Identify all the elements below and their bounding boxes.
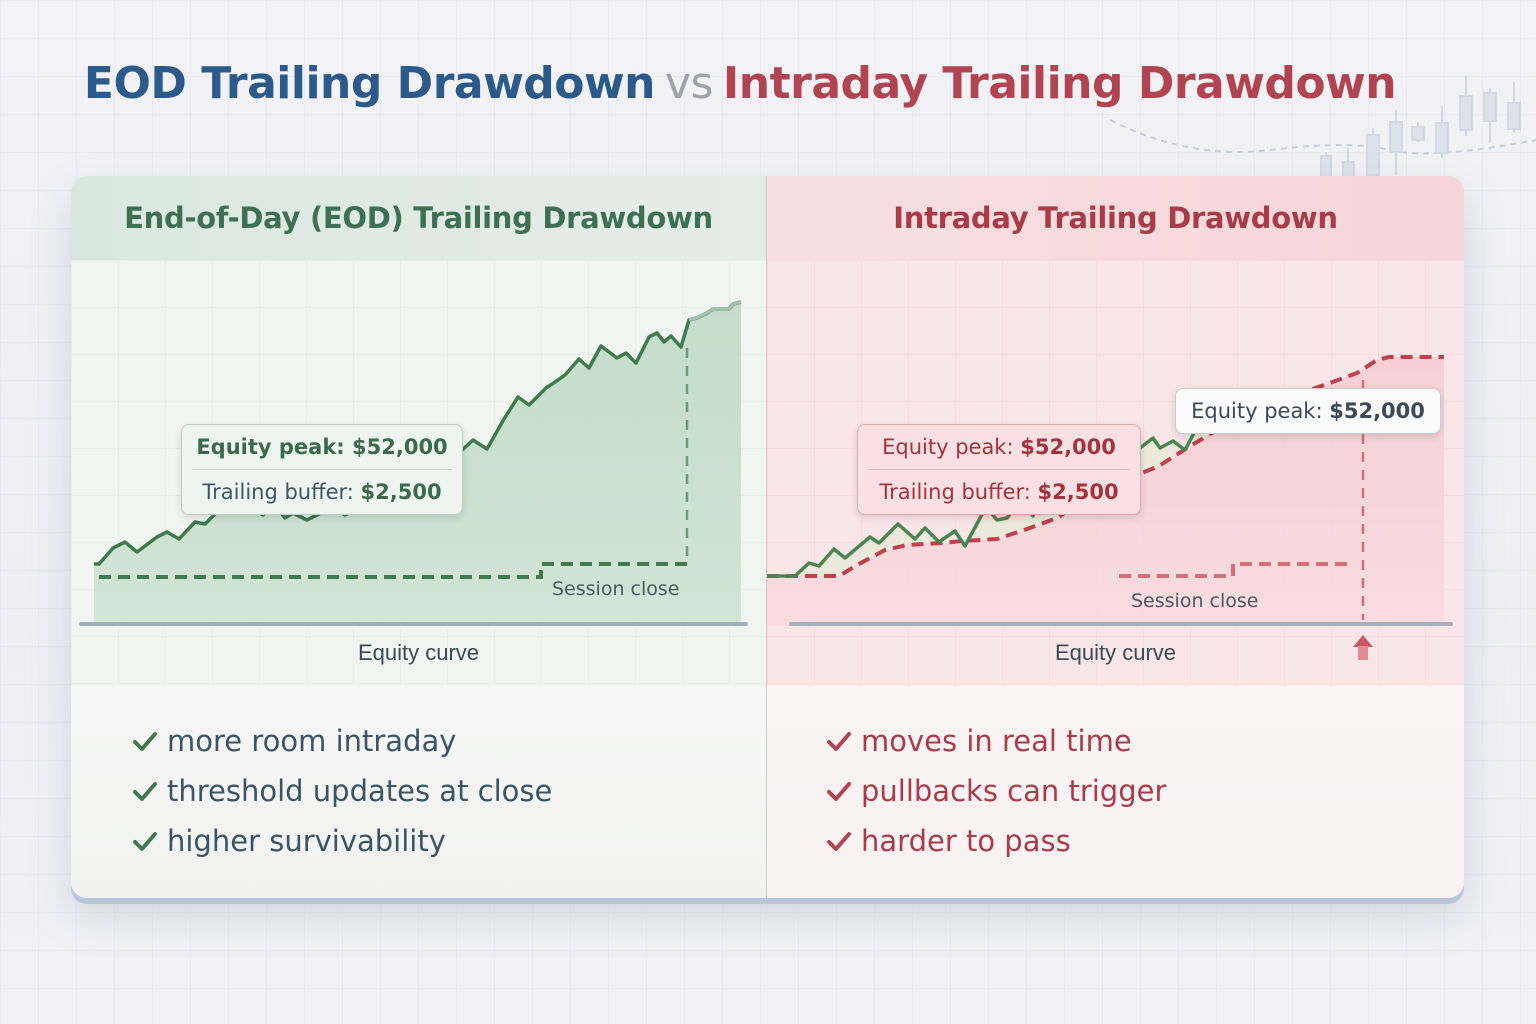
intraday-session-step: [1119, 562, 1352, 578]
check-icon: [133, 732, 157, 751]
intraday-session-label: Session close: [1131, 590, 1259, 612]
buffer-label: Trailing buffer:: [202, 480, 354, 504]
intraday-panel: Intraday Trailing Drawdown: [767, 176, 1464, 898]
peak-value: $52,000: [1329, 399, 1425, 423]
buffer-value: $2,500: [360, 480, 442, 504]
peak-label: Equity peak:: [882, 435, 1014, 459]
peak-label: Equity peak:: [1191, 399, 1323, 423]
eod-panel-heading: End-of-Day (EOD) Trailing Drawdown: [71, 176, 766, 260]
intraday-panel-heading: Intraday Trailing Drawdown: [767, 176, 1464, 260]
title-eod: EOD Trailing Drawdown: [83, 58, 656, 109]
check-icon: [827, 782, 851, 801]
check-icon: [133, 832, 157, 851]
buffer-label: Trailing buffer:: [879, 480, 1031, 504]
peak-value: $52,000: [352, 435, 448, 459]
check-icon: [827, 732, 851, 751]
intraday-axis-label: Equity curve: [1054, 640, 1177, 665]
eod-chart: Equity peak: $52,000 Trailing buffer: $2…: [71, 260, 766, 686]
intraday-chart: Equity peak: $52,000 Trailing buffer: $2…: [767, 260, 1464, 686]
bullet-item: higher survivability: [71, 816, 766, 866]
eod-callout: Equity peak: $52,000 Trailing buffer: $2…: [181, 424, 463, 515]
bullet-text: threshold updates at close: [167, 774, 553, 808]
arrow-up-icon: [1353, 635, 1373, 660]
bullet-text: more room intraday: [167, 724, 457, 758]
bullet-text: harder to pass: [861, 824, 1071, 858]
eod-axis-label: Equity curve: [357, 640, 480, 665]
bullet-item: pullbacks can trigger: [767, 766, 1464, 816]
bullet-item: harder to pass: [767, 816, 1464, 866]
check-icon: [133, 782, 157, 801]
eod-session-label: Session close: [552, 578, 680, 600]
page-title: EOD Trailing Drawdown vs Intraday Trailing…: [0, 58, 1480, 109]
peak-label: Equity peak:: [196, 435, 345, 459]
eod-equity-line-tail: [688, 300, 742, 322]
eod-panel: End-of-Day (EOD) Trailing Drawdown: [71, 176, 766, 898]
intraday-bullets: moves in real time pullbacks can trigger…: [767, 686, 1464, 898]
intraday-peak-callout: Equity peak: $52,000: [1175, 388, 1441, 434]
intraday-callout: Equity peak: $52,000 Trailing buffer: $2…: [857, 424, 1141, 515]
peak-value: $52,000: [1020, 435, 1116, 459]
bullet-text: moves in real time: [861, 724, 1132, 758]
check-icon: [827, 832, 851, 851]
title-intraday: Intraday Trailing Drawdown: [722, 58, 1397, 109]
eod-threshold-line: [99, 562, 688, 579]
eod-equity-area: [94, 302, 741, 626]
intraday-threshold-line: [767, 355, 1444, 578]
bullet-text: pullbacks can trigger: [861, 774, 1167, 808]
bullet-item: moves in real time: [767, 716, 1464, 766]
bullet-item: more room intraday: [71, 716, 766, 766]
bullet-item: threshold updates at close: [71, 766, 766, 816]
comparison-card: End-of-Day (EOD) Trailing Drawdown: [71, 176, 1464, 898]
buffer-value: $2,500: [1037, 480, 1119, 504]
bullet-text: higher survivability: [167, 824, 446, 858]
title-vs: vs: [664, 58, 713, 109]
candlestick-decoration-icon: [1109, 76, 1536, 195]
eod-bullets: more room intraday threshold updates at …: [71, 686, 766, 898]
